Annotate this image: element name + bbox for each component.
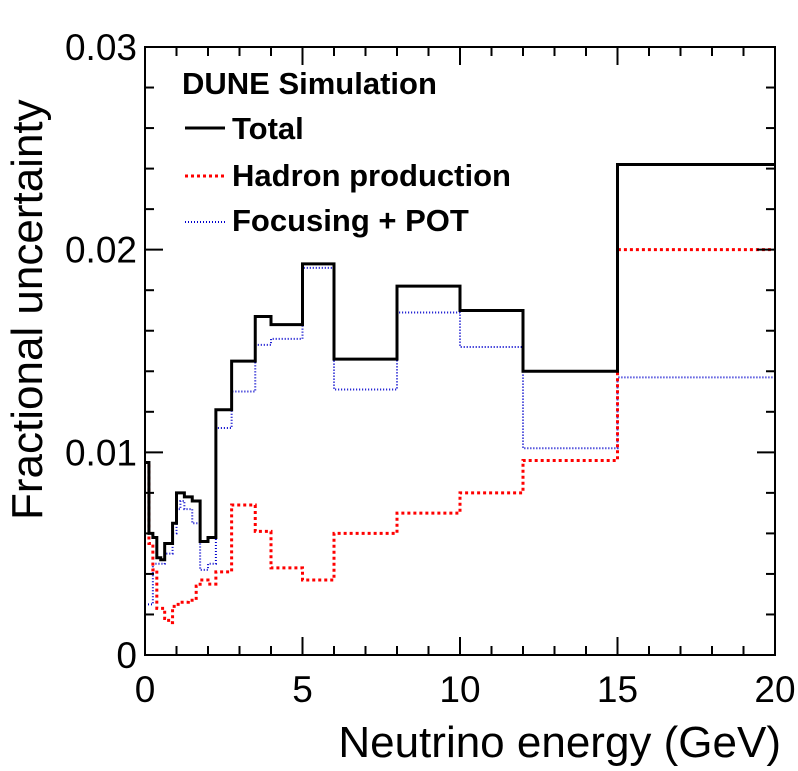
legend-label-total: Total bbox=[232, 111, 304, 146]
series-layer bbox=[145, 163, 775, 625]
series-total-line bbox=[145, 163, 775, 562]
y-tick-label: 0.03 bbox=[65, 27, 137, 68]
legend-title: DUNE Simulation bbox=[182, 66, 437, 101]
ticks-layer bbox=[144, 46, 776, 656]
y-tick-label: 0.01 bbox=[65, 432, 137, 473]
x-tick-label: 20 bbox=[754, 669, 795, 710]
tick-labels-layer: 0 5 10 15 20 0 0.01 0.02 0.03 bbox=[65, 27, 796, 710]
y-tick-label: 0 bbox=[116, 635, 137, 676]
x-tick-label: 0 bbox=[135, 669, 156, 710]
series-focusing-pot-line bbox=[145, 266, 775, 606]
legend-label-focusing: Focusing + POT bbox=[232, 203, 469, 238]
x-axis-title: Neutrino energy (GeV) bbox=[338, 718, 781, 767]
legend-label-hadron: Hadron production bbox=[232, 158, 511, 193]
y-tick-label: 0.02 bbox=[65, 230, 137, 271]
y-axis-title: Fractional uncertainty bbox=[3, 99, 52, 520]
series-hadron-production-line bbox=[145, 248, 775, 625]
x-tick-label: 15 bbox=[597, 669, 638, 710]
legend: DUNE Simulation Total Hadron production … bbox=[182, 66, 511, 238]
x-tick-label: 5 bbox=[292, 669, 313, 710]
x-tick-label: 10 bbox=[439, 669, 480, 710]
